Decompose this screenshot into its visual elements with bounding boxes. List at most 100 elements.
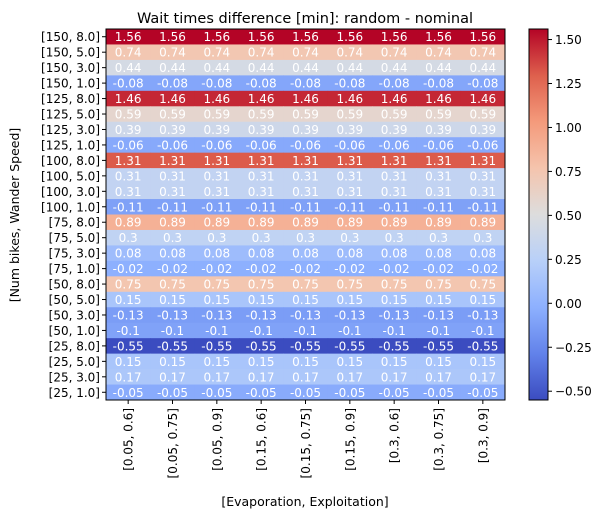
heatmap-cell xyxy=(239,29,284,45)
cell-value-label: -0.1 xyxy=(471,324,494,338)
heatmap-cell xyxy=(372,168,417,185)
heatmap-cell xyxy=(416,369,462,386)
cell-value-label: 0.39 xyxy=(159,123,186,137)
heatmap-cell xyxy=(372,90,417,107)
cell-value-label: 0.44 xyxy=(336,61,363,75)
cell-value-label: -0.11 xyxy=(157,200,188,214)
heatmap-cell xyxy=(194,75,240,92)
heatmap-cell xyxy=(372,338,417,355)
heatmap-cell xyxy=(106,214,151,231)
heatmap-cell xyxy=(460,369,506,386)
cell-value-labels: 1.56 1.56 1.56 1.56 1.56 1.56 1.56 1.56 1.56 0.74… xyxy=(113,30,499,400)
cell-value-label: 0.3 xyxy=(473,231,492,245)
heatmap-cell xyxy=(150,90,196,107)
heatmap-cell xyxy=(239,44,284,61)
cell-value-label: 0.3 xyxy=(207,231,226,245)
heatmap-cell xyxy=(283,369,329,386)
heatmap-cell xyxy=(416,137,462,154)
cell-value-label: -0.13 xyxy=(113,308,144,322)
cell-value-label: 0.15 xyxy=(203,355,230,369)
cell-value-label: -0.11 xyxy=(423,200,454,214)
cell-value-label: 0.31 xyxy=(159,185,186,199)
heatmap-cell xyxy=(327,183,373,200)
cell-value-label: 0.08 xyxy=(115,247,142,261)
heatmap-cell xyxy=(106,152,151,169)
cell-value-label: 0.44 xyxy=(292,61,319,75)
x-tick-label: [0.3, 0.6] xyxy=(388,408,402,463)
cell-value-label: 0.3 xyxy=(119,231,138,245)
y-axis-ticks: [150, 8.0] [150, 5.0][150, 3.0] [150, 1.0]… xyxy=(41,30,106,400)
heatmap-cell xyxy=(194,353,240,370)
heatmap-cell xyxy=(150,106,196,123)
heatmap-cell xyxy=(150,44,196,61)
heatmap-cell xyxy=(106,199,151,215)
colorbar-tick-label: 0.50 xyxy=(555,209,582,223)
heatmap-cell xyxy=(150,214,196,231)
cell-value-label: 1.31 xyxy=(159,154,186,168)
heatmap-cell xyxy=(194,307,240,324)
heatmap-cell xyxy=(460,276,506,293)
cell-value-label: 0.89 xyxy=(469,216,496,230)
heatmap-cell xyxy=(194,137,240,154)
cell-value-label: 0.39 xyxy=(115,123,142,137)
y-tick-label: [50, 3.0] xyxy=(49,308,100,322)
cell-value-label: 1.31 xyxy=(336,154,363,168)
colorbar-tick-label: 1.50 xyxy=(555,33,582,47)
heatmap-cell xyxy=(283,168,329,185)
cell-value-label: 0.74 xyxy=(381,46,408,60)
cell-value-label: 0.39 xyxy=(336,123,363,137)
heatmap-cell xyxy=(106,369,151,386)
heatmap-cell xyxy=(460,199,506,215)
cell-value-label: 0.08 xyxy=(469,247,496,261)
heatmap-cell xyxy=(194,183,240,200)
heatmap-cell xyxy=(327,384,373,401)
heatmap-cell xyxy=(416,75,462,92)
x-tick-label: [0.05, 0.75] xyxy=(166,408,180,478)
cell-value-label: 0.17 xyxy=(248,370,275,384)
cell-value-label: 0.59 xyxy=(248,108,275,122)
heatmap-cell xyxy=(460,59,506,76)
colorbar-tick-label: 1.25 xyxy=(555,77,582,91)
cell-value-label: 1.56 xyxy=(159,30,186,44)
cell-value-label: 0.44 xyxy=(248,61,275,75)
heatmap-cell xyxy=(372,75,417,92)
cell-value-label: 1.56 xyxy=(115,30,142,44)
heatmap-cell xyxy=(416,59,462,76)
heatmap-cell xyxy=(194,152,240,169)
heatmap-cell xyxy=(283,384,329,401)
cell-value-label: 0.31 xyxy=(381,169,408,183)
heatmap-cell xyxy=(416,353,462,370)
heatmap-cell xyxy=(460,106,506,123)
x-tick-label: [0.15, 0.75] xyxy=(299,408,313,478)
cell-value-label: 0.17 xyxy=(292,370,319,384)
heatmap-cell xyxy=(194,245,240,262)
cell-value-label: 0.31 xyxy=(248,185,275,199)
x-axis-label: [Evaporation, Exploitation] xyxy=(221,494,388,509)
colorbar xyxy=(528,28,549,401)
y-tick-label: [50, 1.0] xyxy=(49,324,100,338)
cell-value-label: -0.55 xyxy=(201,339,232,353)
heatmap-cell xyxy=(327,229,373,246)
cell-value-label: 0.3 xyxy=(296,231,315,245)
cell-value-label: 1.31 xyxy=(203,154,230,168)
cell-value-label: 0.44 xyxy=(381,61,408,75)
heatmap-cell xyxy=(106,137,151,154)
cell-value-label: -0.1 xyxy=(338,324,361,338)
y-axis-label: [Num bikes, Wander Speed] xyxy=(7,128,22,303)
cell-value-label: 1.56 xyxy=(203,30,230,44)
cell-value-label: 0.59 xyxy=(336,108,363,122)
cell-value-label: 0.89 xyxy=(336,216,363,230)
cell-value-label: 1.46 xyxy=(203,92,230,106)
cell-value-label: 1.31 xyxy=(115,154,142,168)
cell-value-label: 0.17 xyxy=(115,370,142,384)
heatmap-cell xyxy=(372,137,417,154)
heatmap-cell xyxy=(194,106,240,123)
heatmap-cell xyxy=(283,183,329,200)
heatmap-cell xyxy=(106,384,151,401)
heatmap-cell xyxy=(150,353,196,370)
cell-value-label: -0.55 xyxy=(379,339,410,353)
y-tick-label: [50, 8.0] xyxy=(49,278,100,292)
cell-value-label: -0.05 xyxy=(290,386,321,400)
cell-value-label: 1.31 xyxy=(469,154,496,168)
cell-value-label: 0.89 xyxy=(425,216,452,230)
